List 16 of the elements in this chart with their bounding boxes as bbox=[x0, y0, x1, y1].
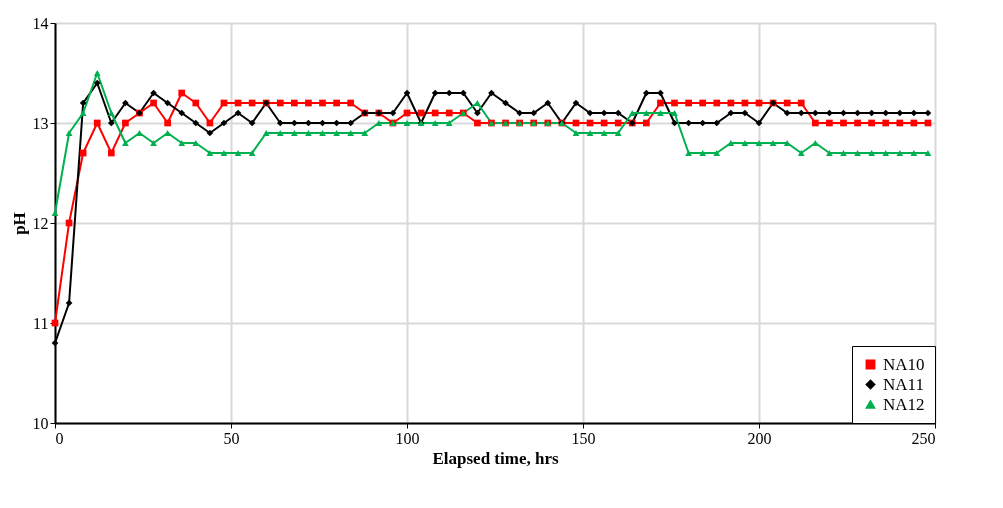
x-tick-label: 200 bbox=[747, 429, 772, 447]
legend-label: NA11 bbox=[883, 374, 924, 394]
legend-label: NA12 bbox=[883, 394, 925, 414]
y-tick-label: 14 bbox=[32, 14, 49, 32]
y-tick-label: 11 bbox=[33, 314, 49, 332]
x-tick-label: 100 bbox=[395, 429, 420, 447]
x-tick-label: 150 bbox=[571, 429, 596, 447]
x-tick-label: 250 bbox=[911, 429, 936, 447]
y-tick-label: 13 bbox=[32, 114, 49, 132]
x-axis-title: Elapsed time, hrs bbox=[432, 448, 559, 468]
x-tick-label: 0 bbox=[55, 429, 64, 447]
legend-label: NA10 bbox=[883, 354, 925, 374]
y-axis-title: pH bbox=[9, 212, 29, 235]
y-tick-label: 12 bbox=[32, 214, 49, 232]
y-tick-label: 10 bbox=[32, 414, 49, 432]
x-tick-label: 50 bbox=[223, 429, 240, 447]
